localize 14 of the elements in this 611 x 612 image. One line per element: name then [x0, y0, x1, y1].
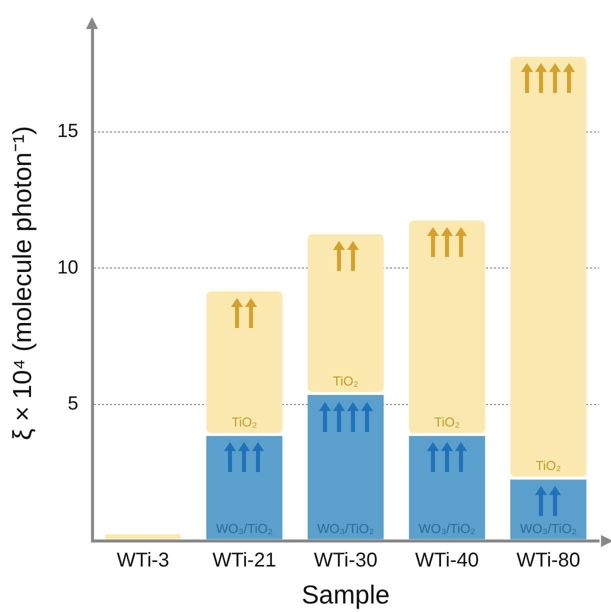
x-tick-label: WTi-21: [212, 549, 276, 572]
text: TiO₂: [332, 374, 358, 389]
x-tick-label: WTi-80: [516, 549, 580, 572]
x-axis-title: Sample: [302, 580, 390, 610]
series-label: TiO₂: [232, 414, 258, 430]
text: TiO₂: [434, 414, 460, 430]
y-axis-title: ξ × 10⁴ (molecule photon⁻¹): [6, 126, 37, 440]
x-tick-label: WTi-40: [415, 549, 479, 572]
y-tick-label: 5: [68, 394, 78, 415]
y-tick-label: 15: [57, 120, 78, 142]
y-tick-label: 10: [57, 257, 78, 278]
text: TiO₂: [536, 458, 562, 474]
x-tick-label: WTi-3: [116, 549, 170, 572]
x-tick-label: WTi-30: [314, 549, 378, 572]
